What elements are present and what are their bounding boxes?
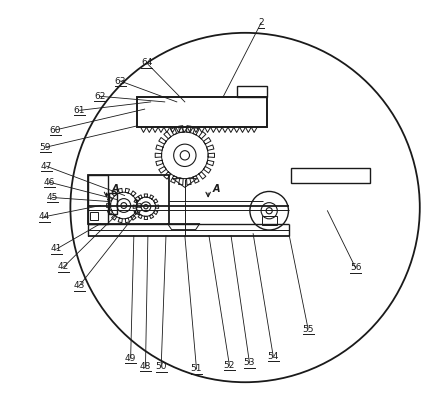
Bar (108, 193, 116, 214)
Circle shape (144, 205, 148, 209)
Text: 56: 56 (350, 263, 361, 272)
Bar (136, 97, 267, 127)
Circle shape (266, 208, 272, 214)
Text: 59: 59 (40, 143, 51, 152)
Text: 52: 52 (224, 361, 235, 370)
Text: 61: 61 (74, 106, 85, 115)
Bar (88, 175, 169, 224)
Bar (262, 216, 277, 225)
Text: 45: 45 (47, 193, 58, 202)
Text: A: A (213, 185, 220, 195)
Text: 2: 2 (258, 18, 264, 27)
Text: 55: 55 (302, 325, 314, 334)
Polygon shape (173, 179, 197, 187)
Text: 41: 41 (51, 244, 62, 253)
Text: 60: 60 (50, 125, 61, 135)
Text: 42: 42 (58, 262, 69, 272)
Text: 44: 44 (39, 212, 50, 221)
Text: 53: 53 (244, 358, 255, 368)
Circle shape (121, 203, 127, 208)
Text: A: A (112, 185, 119, 195)
Text: 50: 50 (155, 362, 167, 372)
Text: 43: 43 (74, 281, 85, 290)
Circle shape (180, 151, 190, 160)
Text: 62: 62 (94, 92, 105, 101)
Text: 54: 54 (268, 352, 279, 361)
Text: 49: 49 (125, 353, 136, 363)
Text: 51: 51 (191, 364, 202, 374)
Bar (88, 175, 108, 224)
Bar (91, 212, 98, 220)
Text: 63: 63 (115, 77, 126, 85)
Bar (237, 86, 267, 97)
Bar (291, 168, 370, 183)
Text: 47: 47 (41, 162, 52, 170)
Text: 46: 46 (44, 178, 55, 187)
Text: 64: 64 (141, 58, 153, 67)
Text: 48: 48 (140, 361, 151, 371)
